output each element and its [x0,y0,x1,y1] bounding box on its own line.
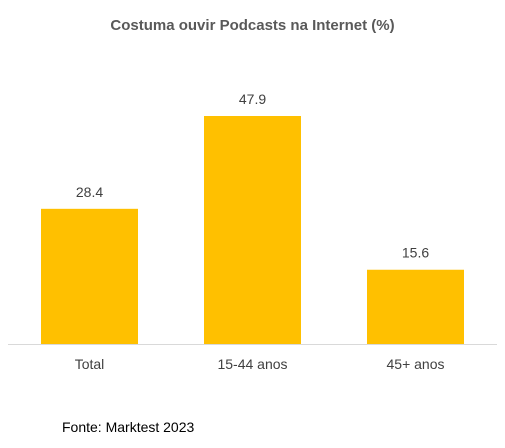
category-label-0: Total [75,356,105,372]
bar-0 [41,208,138,344]
value-label-2: 15.6 [402,245,429,261]
source-note: Fonte: Marktest 2023 [62,419,195,435]
bar-2 [367,269,464,344]
bar-1 [204,116,301,344]
bars-group [41,116,464,344]
value-label-0: 28.4 [76,184,103,200]
chart-title: Costuma ouvir Podcasts na Internet (%) [110,17,395,34]
category-label-1: 15-44 anos [217,356,287,372]
category-label-2: 45+ anos [387,356,445,372]
value-label-1: 47.9 [239,91,266,107]
labels-group: 28.4 Total 47.9 15-44 anos 15.6 45+ anos [75,91,445,372]
